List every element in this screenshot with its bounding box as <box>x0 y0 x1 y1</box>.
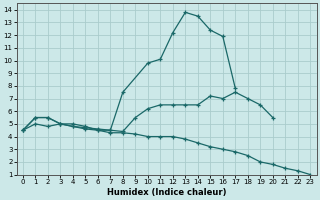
X-axis label: Humidex (Indice chaleur): Humidex (Indice chaleur) <box>107 188 226 197</box>
